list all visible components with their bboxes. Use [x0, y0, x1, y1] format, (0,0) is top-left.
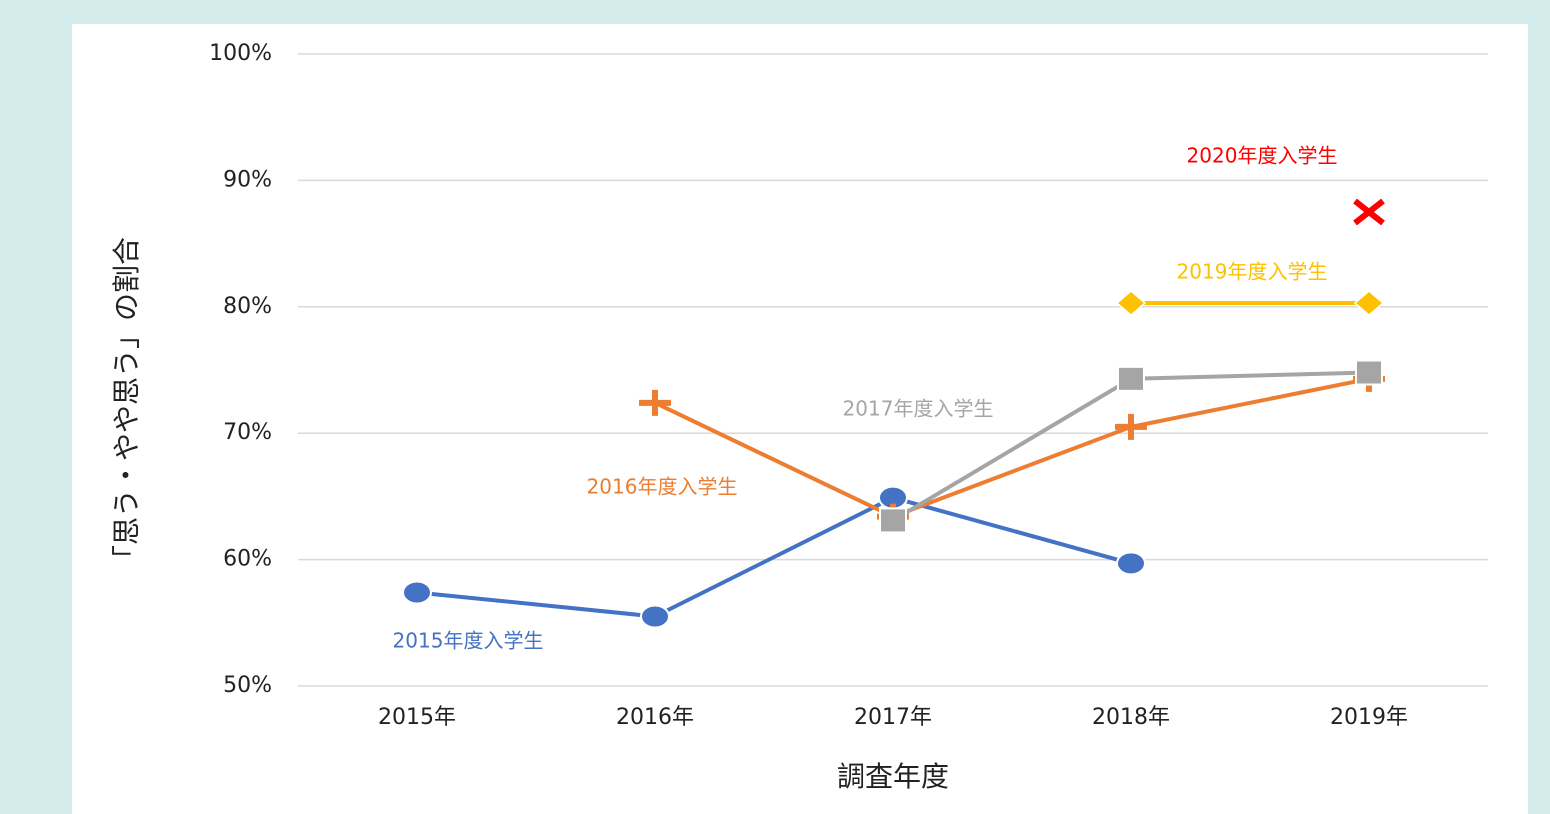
marker	[1116, 551, 1146, 576]
series-label: 2016年度入学生	[587, 475, 738, 499]
y-tick-label: 60%	[223, 547, 272, 572]
plot-panel	[72, 24, 1528, 814]
marker	[879, 507, 907, 534]
x-tick-label: 2016年	[616, 705, 694, 730]
x-tick-label: 2019年	[1330, 705, 1408, 730]
marker	[640, 604, 670, 629]
y-tick-label: 70%	[223, 420, 272, 445]
series-label: 2020年度入学生	[1187, 144, 1338, 168]
series-line	[416, 495, 1132, 619]
y-tick-label: 100%	[209, 41, 272, 66]
marker	[1353, 290, 1385, 316]
marker	[1115, 290, 1147, 316]
x-tick-label: 2018年	[1092, 705, 1170, 730]
marker	[1115, 413, 1147, 440]
series-line	[654, 376, 1370, 519]
series-label: 2015年度入学生	[393, 629, 544, 653]
x-tick-label: 2015年	[378, 705, 456, 730]
series-label: 2017年度入学生	[843, 397, 994, 421]
x-axis-title: 調査年度	[837, 760, 949, 793]
marker	[1355, 359, 1383, 386]
series-label: 2019年度入学生	[1177, 260, 1328, 284]
y-tick-label: 50%	[223, 673, 272, 698]
marker	[639, 389, 671, 416]
marker	[1117, 365, 1145, 392]
y-tick-label: 90%	[223, 167, 272, 192]
marker	[402, 580, 432, 605]
y-tick-label: 80%	[223, 294, 272, 319]
marker	[1353, 198, 1385, 226]
x-tick-label: 2017年	[854, 705, 932, 730]
y-axis-title: 「思う・やや思う」の割合	[110, 237, 143, 573]
